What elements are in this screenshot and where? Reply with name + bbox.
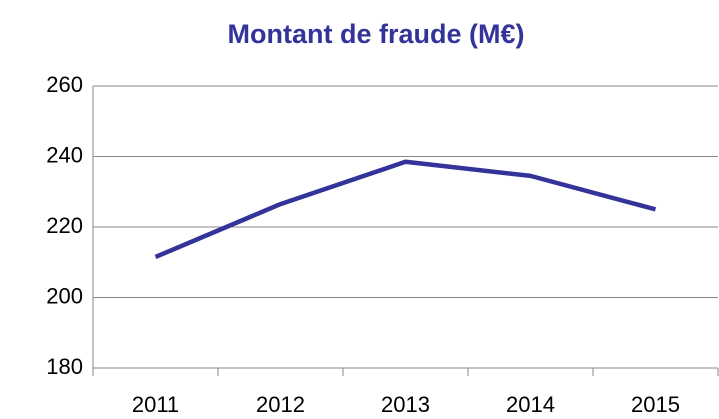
chart-title: Montant de fraude (M€)	[228, 19, 525, 49]
y-tick-label: 200	[46, 283, 83, 308]
x-tick-label: 2014	[506, 392, 555, 417]
line-series	[154, 159, 657, 260]
x-tick-label: 2012	[256, 392, 305, 417]
y-tick-label: 260	[46, 72, 83, 97]
y-tick-label: 220	[46, 213, 83, 238]
x-tick-label: 2013	[381, 392, 430, 417]
y-tick-label: 180	[46, 354, 83, 379]
x-tick-label: 2015	[631, 392, 680, 417]
y-tick-label: 240	[46, 142, 83, 167]
x-tick-label: 2011	[132, 392, 179, 417]
